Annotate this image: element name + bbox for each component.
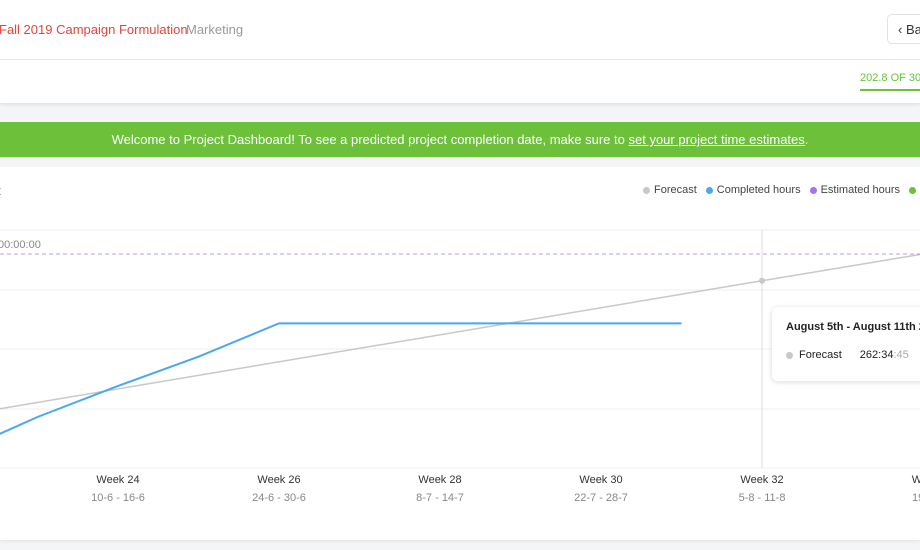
tooltip-value: 262:34:45 xyxy=(860,349,909,361)
forecast-dot-icon xyxy=(786,351,793,359)
completed-dot-icon xyxy=(705,186,713,194)
forecast-dot-icon xyxy=(643,186,650,194)
project-title: Fall 2019 Campaign Formulation xyxy=(0,22,188,37)
page-header: Fall 2019 Campaign Formulation Marketing… xyxy=(0,0,920,60)
other-dot-icon xyxy=(909,186,917,194)
legend-forecast[interactable]: Forecast xyxy=(643,184,697,196)
x-tick-week: Week 26 xyxy=(257,474,301,486)
x-tick-range: 22-7 - 28-7 xyxy=(574,492,628,504)
back-label: Back xyxy=(905,22,920,37)
legend-label: Estimated hours xyxy=(820,184,901,196)
chart-title: t xyxy=(0,183,1,198)
x-tick-range: 19-8 xyxy=(911,492,920,504)
chart-legend: Forecast Completed hours Estimated hours… xyxy=(643,184,920,196)
back-button[interactable]: ‹ Back xyxy=(887,14,920,44)
x-tick-week: Week 24 xyxy=(96,474,140,486)
hours-progress-tab[interactable]: 202.8 OF 300 xyxy=(860,72,920,84)
x-tick-week: Week 28 xyxy=(418,474,462,486)
x-tick-range: 8-7 - 14-7 xyxy=(416,492,464,504)
x-tick-range: 24-6 - 30-6 xyxy=(252,492,306,504)
tooltip-row: Forecast 262:34:45 xyxy=(786,349,909,361)
forecast-point xyxy=(759,277,765,284)
legend-other[interactable]: C xyxy=(909,184,920,196)
legend-estimated[interactable]: Estimated hours xyxy=(809,184,901,196)
tooltip-value-sec: :45 xyxy=(893,349,909,361)
project-category: Marketing xyxy=(186,22,244,37)
banner-suffix: . xyxy=(804,132,809,147)
progress-bar-section: 202.8 OF 300 xyxy=(0,60,920,103)
x-tick-range: 10-6 - 16-6 xyxy=(91,492,145,504)
x-tick-week: Week 30 xyxy=(579,474,623,486)
tooltip-value-main: 262:34 xyxy=(859,349,894,361)
chart-tooltip: August 5th - August 11th 20 Forecast 262… xyxy=(772,307,920,381)
legend-completed[interactable]: Completed hours xyxy=(705,184,801,196)
set-estimates-link[interactable]: set your project time estimates xyxy=(628,132,805,147)
welcome-banner: Welcome to Project Dashboard! To see a p… xyxy=(0,122,920,157)
tooltip-series: Forecast xyxy=(799,349,842,361)
active-tab-underline xyxy=(860,89,920,91)
banner-text: Welcome to Project Dashboard! To see a p… xyxy=(111,132,629,147)
legend-label: Forecast xyxy=(654,184,697,196)
estimated-dot-icon xyxy=(809,186,817,194)
x-tick-week: Week 32 xyxy=(740,474,784,486)
x-tick-week: Wee xyxy=(911,474,920,486)
legend-label: Completed hours xyxy=(716,184,801,196)
tooltip-title: August 5th - August 11th 20 xyxy=(786,321,920,333)
chevron-left-icon: ‹ xyxy=(898,22,906,37)
completed-hours-line xyxy=(0,322,682,435)
x-tick-range: 5-8 - 11-8 xyxy=(738,492,786,504)
estimated-axis-label: 00:00:00 xyxy=(0,239,41,251)
chart-card: t Forecast Completed hours Estimated hou… xyxy=(0,167,920,540)
